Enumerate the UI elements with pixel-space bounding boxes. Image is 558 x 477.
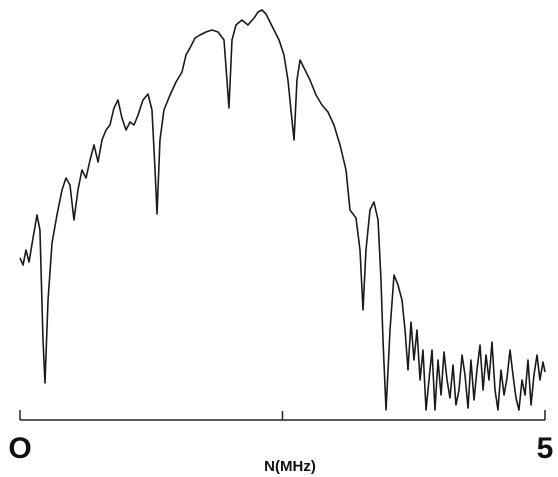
x-tick-label: O: [8, 432, 31, 465]
x-tick-label: 5: [537, 432, 554, 465]
data-line: [19, 9, 546, 411]
x-axis-label: N(MHz): [264, 458, 316, 475]
